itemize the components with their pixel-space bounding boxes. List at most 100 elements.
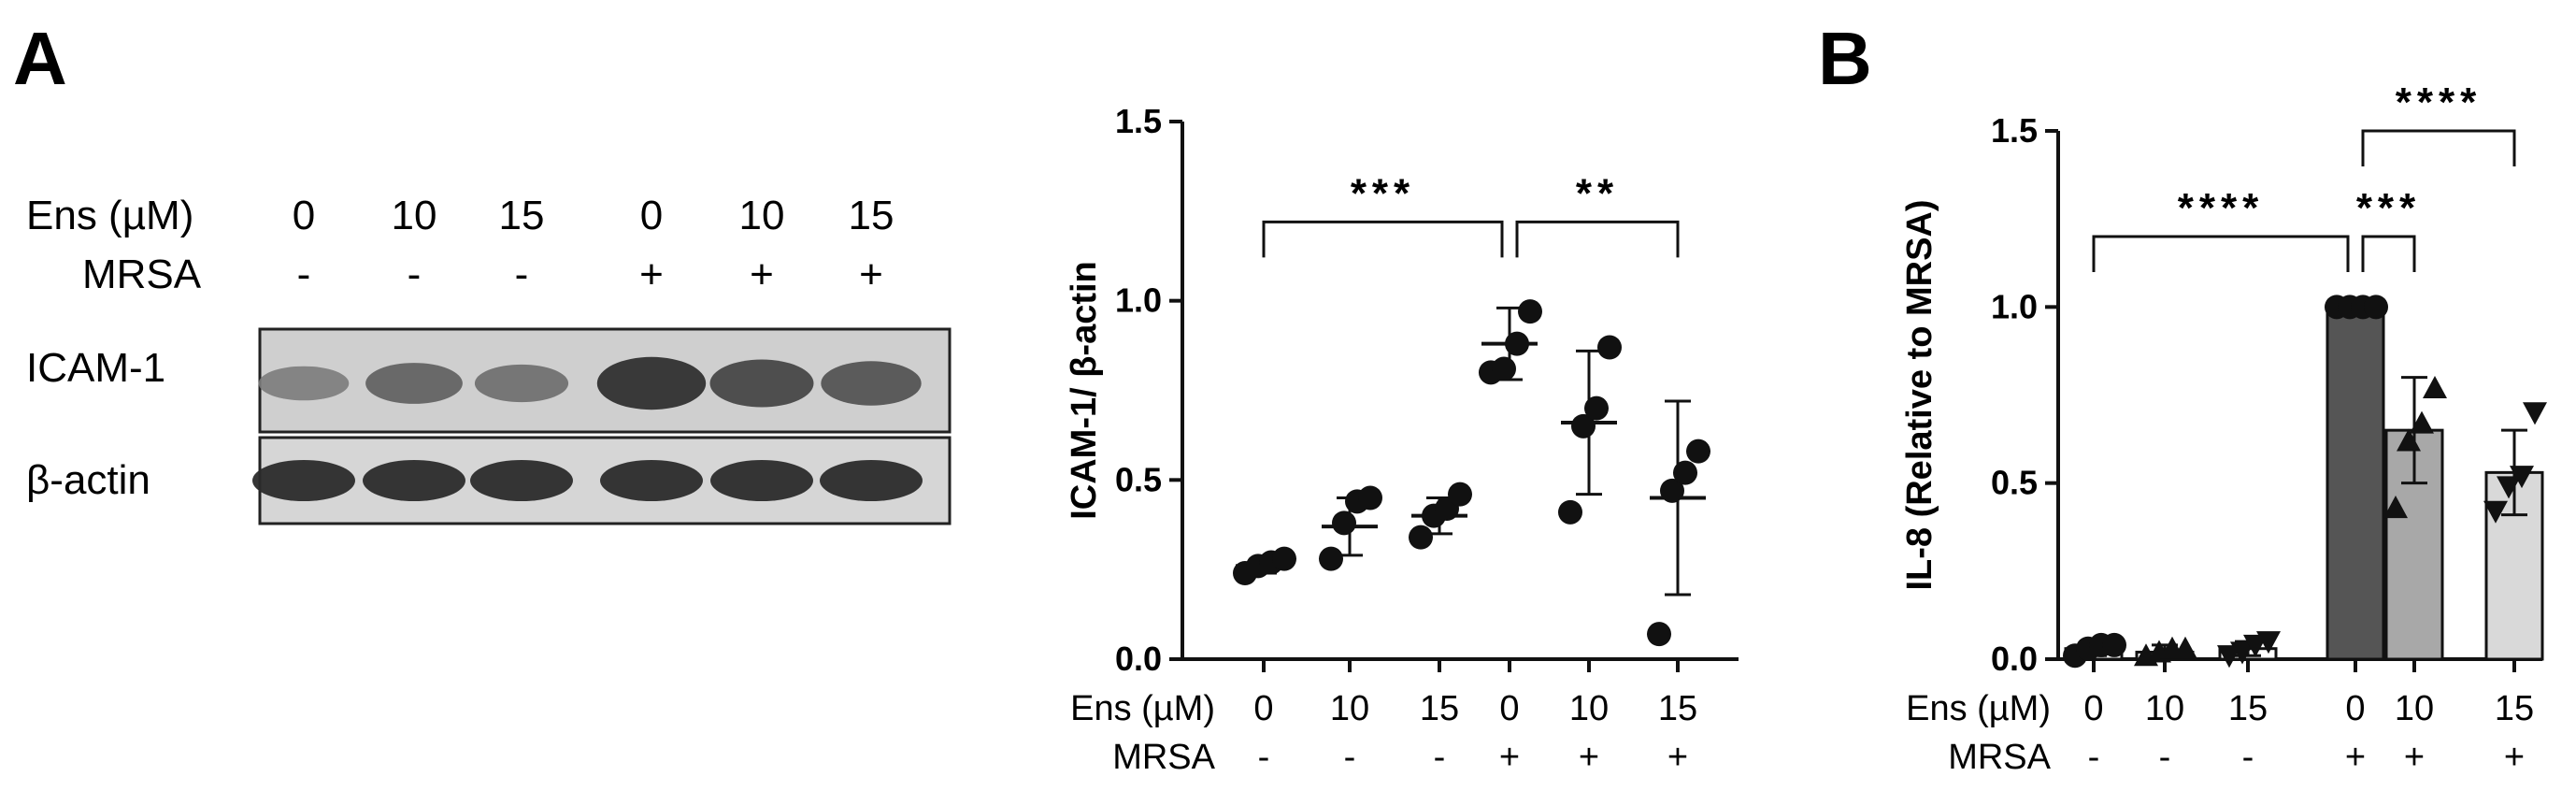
data-point <box>2364 295 2388 320</box>
significance-bracket <box>1262 220 1504 258</box>
wb-mrsa-value: + <box>750 252 774 297</box>
wb-row-label-icam: ICAM-1 <box>26 345 165 391</box>
data-point <box>2230 641 2254 665</box>
wb-mrsa-value: - <box>515 252 529 297</box>
data-point <box>1518 299 1542 324</box>
significance-bracket <box>2092 235 2350 272</box>
data-point <box>1673 460 1697 485</box>
x-tick-label: 10 <box>2145 689 2184 728</box>
icam-band <box>596 356 707 410</box>
data-point <box>1597 335 1622 360</box>
data-point <box>1571 413 1596 439</box>
bar <box>2326 305 2385 661</box>
data-point <box>2523 402 2547 425</box>
significance-bracket <box>2361 129 2516 166</box>
mrsa-value: - <box>1434 738 1446 777</box>
icam-band <box>709 359 814 408</box>
data-point <box>1647 622 1671 647</box>
wb-ens-value: 15 <box>849 193 894 238</box>
data-point <box>2397 428 2421 452</box>
row-label-mrsa: MRSA <box>1112 738 1215 777</box>
data-point <box>1505 331 1529 356</box>
data-point <box>1584 396 1609 421</box>
actin-band <box>820 460 923 501</box>
chart-b: 0.00.51.01.5IL-8 (Relative to MRSA) **** *… <box>1900 79 2547 777</box>
x-tick-label: 0 <box>1253 689 1273 728</box>
data-point <box>2256 631 2281 654</box>
data-point <box>1319 546 1343 571</box>
data-point <box>1409 525 1433 550</box>
data-point <box>2102 632 2126 657</box>
data-point <box>2173 636 2197 659</box>
wb-mrsa-value: + <box>639 252 664 297</box>
mrsa-value: + <box>1579 738 1599 777</box>
significance-label: *** <box>2356 185 2421 231</box>
data-point <box>1448 482 1472 507</box>
actin-band <box>600 460 703 501</box>
icam-band <box>474 364 569 403</box>
data-point <box>1332 511 1356 536</box>
wb-ens-label: Ens (µM) <box>26 193 193 238</box>
x-tick-label: 0 <box>1499 689 1519 728</box>
y-tick-label: 1.0 <box>1991 287 2038 325</box>
data-point <box>2410 410 2434 434</box>
x-tick-label: 15 <box>2228 689 2268 728</box>
y-tick-label: 0.5 <box>1991 464 2038 502</box>
wb-mrsa-value: - <box>408 252 422 297</box>
x-tick-label: 0 <box>2345 689 2365 728</box>
wb-ens-value: 0 <box>640 193 663 238</box>
mrsa-value: + <box>2404 738 2425 777</box>
x-tick-label: 15 <box>2495 689 2534 728</box>
mrsa-value: - <box>2088 738 2100 777</box>
wb-ens-value: 15 <box>499 193 545 238</box>
icam-band <box>365 363 463 404</box>
row-label-ens: Ens (µM) <box>1906 689 2051 728</box>
wb-mrsa-value: + <box>859 252 883 297</box>
y-tick-label: 0.0 <box>1991 640 2038 678</box>
icam-band <box>258 366 350 401</box>
row-label-ens: Ens (µM) <box>1070 689 1215 728</box>
wb-ens-value: 0 <box>293 193 315 238</box>
x-tick-label: 15 <box>1420 689 1459 728</box>
y-tick-label: 1.5 <box>1991 111 2038 150</box>
significance-bracket <box>2361 235 2416 272</box>
data-point <box>1558 499 1582 525</box>
x-tick-label: 15 <box>1658 689 1697 728</box>
panel-letter-a: A <box>13 17 67 100</box>
y-axis-title: ICAM-1/ β-actin <box>1065 261 1104 520</box>
x-tick-label: 10 <box>2395 689 2434 728</box>
row-label-mrsa: MRSA <box>1948 738 2051 777</box>
significance-label: **** <box>2178 185 2265 231</box>
mrsa-value: - <box>1344 738 1356 777</box>
data-point <box>2510 466 2534 489</box>
significance-label: ** <box>1576 170 1619 216</box>
data-point <box>1660 478 1684 503</box>
wb-ens-value: 10 <box>392 193 437 238</box>
y-tick-label: 1.0 <box>1115 281 1162 320</box>
mrsa-value: + <box>2345 738 2366 777</box>
mrsa-value: - <box>2159 738 2171 777</box>
y-tick-label: 1.5 <box>1115 102 1162 140</box>
actin-band <box>363 460 465 501</box>
actin-band <box>470 460 573 501</box>
significance-label: *** <box>1351 170 1415 216</box>
y-tick-label: 0.5 <box>1115 460 1162 498</box>
x-tick-label: 0 <box>2083 689 2103 728</box>
wb-mrsa-value: - <box>297 252 311 297</box>
mrsa-value: + <box>1667 738 1688 777</box>
y-tick-label: 0.0 <box>1115 640 1162 678</box>
data-point <box>1358 485 1382 511</box>
x-tick-label: 10 <box>1569 689 1609 728</box>
icam-band <box>821 361 922 406</box>
data-point <box>2497 476 2521 499</box>
significance-label: **** <box>2396 79 2483 125</box>
significance-bracket <box>1515 220 1680 258</box>
data-point <box>1492 356 1516 381</box>
wb-row-label-actin: β-actin <box>26 457 150 503</box>
western-blot: Ens (µM) MRSA ICAM-1 β-actin 0 - 10 - 15 - 0 +1… <box>26 193 952 525</box>
data-point <box>2483 500 2508 524</box>
y-axis-title: IL-8 (Relative to MRSA) <box>1900 199 1939 590</box>
actin-band <box>252 460 355 501</box>
